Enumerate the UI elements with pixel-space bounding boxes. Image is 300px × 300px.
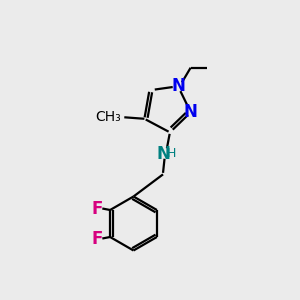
Text: F: F [92, 200, 103, 217]
Text: N: N [157, 145, 171, 163]
Text: N: N [171, 77, 185, 95]
Text: H: H [167, 148, 176, 160]
Text: N: N [184, 103, 198, 121]
Text: CH₃: CH₃ [95, 110, 121, 124]
Text: F: F [92, 230, 103, 247]
